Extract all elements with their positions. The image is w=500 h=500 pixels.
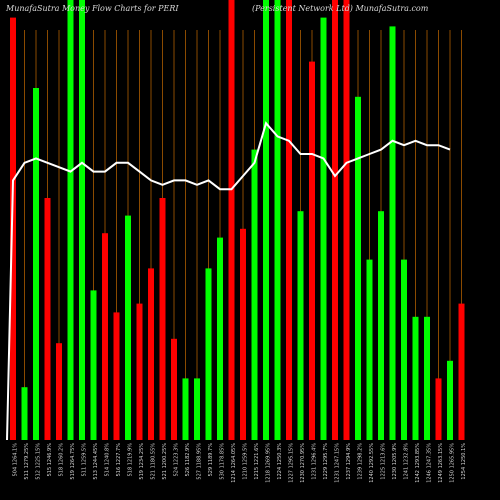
bar-down [286,0,292,440]
bar-up [79,0,85,440]
x-tick-label: 1215 1221.6% [254,443,260,480]
x-tick-label: 516 1227.7% [116,443,122,477]
bar-up [251,149,258,440]
x-tick-label: 519 1264.75% [70,443,76,480]
bar-up [366,259,373,440]
bar-up [320,17,327,440]
x-tick-label: 526 1182.9% [185,443,191,477]
x-tick-label: 1242 1293.85% [415,443,421,483]
bar-down [148,268,154,440]
bar-up [21,387,28,440]
bar-up [67,0,74,440]
x-tick-label: 512 1225.15% [36,443,42,480]
x-tick-label: 518 1260.2% [59,443,65,477]
x-tick-label: 1230 1270.95% [300,443,306,483]
bar-down [10,17,16,440]
x-tick-label: 521 1200.25% [162,443,168,480]
bar-up [125,215,131,440]
bar-up [355,96,361,441]
x-tick-label: 1230 1205.9% [392,443,398,480]
bar-down [44,198,51,440]
x-tick-label: 521 1180.55% [151,443,157,480]
bar-down [159,198,166,440]
x-tick-label: 527 1188.95% [197,443,203,480]
bar-up [424,316,430,440]
x-tick-label: 1246 1247.35% [427,443,433,483]
bar-down [171,338,177,440]
x-tick-label: 515 1246.9% [47,443,53,477]
x-tick-label: 1241 1232.8% [404,443,410,480]
bar-down [228,0,235,440]
x-tick-label: 1229 1295.7% [323,443,329,480]
bar-down [332,0,338,440]
bar-down [136,303,143,440]
bar-down [240,228,246,440]
x-tick-label: 1254 1250.1% [461,443,467,480]
bar-up [205,268,212,440]
x-tick-label: 519 1234.25% [139,443,145,480]
chart-title-right: (Persistent Network Ltd) MunafaSutra.com [252,4,429,13]
x-tick-label: 1218 1269.95% [266,443,272,483]
bar-down [458,303,465,440]
x-tick-label: 529 1189.7% [208,443,214,477]
x-tick-label: 1231 1247.15% [335,443,341,483]
bar-up [194,378,200,440]
bar-down [343,0,350,440]
bar-up [401,259,407,440]
bar-down [102,233,108,440]
x-tick-label: 511 1279.25% [24,443,30,480]
bar-up [90,290,97,440]
bar-up [274,0,281,440]
x-tick-label: 1225 1213.6% [381,443,387,480]
bar-up [378,211,384,440]
x-tick-label: 511 1259.5% [82,443,88,477]
bar-up [263,0,269,440]
x-tick-label: 530 1178.85% [220,443,226,480]
x-tick-label: 1227 1295.15% [289,443,295,483]
x-tick-label: 1249 1263.15% [438,443,444,483]
x-tick-label: 1231 1296.4% [312,443,318,480]
x-tick-label: 1237 1294.9% [346,443,352,480]
x-tick-label: 504 1264.1% [13,443,19,477]
bar-down [435,378,442,440]
x-tick-label: 1240 1292.55% [369,443,375,483]
bars-group [10,0,465,441]
x-tick-label: 1239 1298.2% [358,443,364,480]
bar-up [33,88,39,440]
x-tick-label: 514 1240.8% [105,443,111,477]
x-tick-label: 518 1219.9% [128,443,134,477]
bar-up [217,237,223,440]
bar-up [447,360,453,440]
bar-down [113,312,120,440]
chart-title-left: MunafaSutra Money Flow Charts for PERI [6,4,179,13]
bar-down [56,343,62,440]
bar-up [182,378,189,440]
x-tick-label: 513 1244.45% [93,443,99,480]
bar-up [412,316,419,440]
x-tick-labels: 504 1264.1% 511 1279.25% 512 1225.15% 515 1… [13,443,468,483]
x-tick-label: 1214 1264.05% [231,443,237,483]
x-tick-label: 1250 1265.95% [450,443,456,483]
money-flow-line [6,121,451,441]
x-tick-label: 524 1223.3% [174,443,180,477]
x-tick-label: 1224 1250.3% [277,443,283,480]
bar-up [297,211,304,440]
bar-down [309,61,315,440]
x-tick-label: 1210 1259.5% [243,443,249,480]
bar-up [389,26,396,441]
